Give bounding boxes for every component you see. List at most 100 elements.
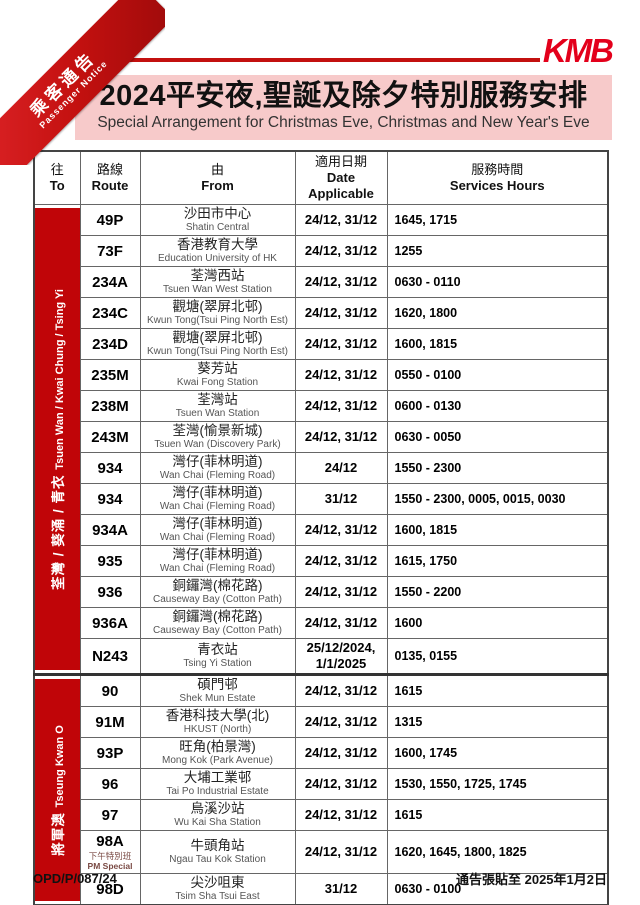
origin-en: Tsing Yi Station bbox=[183, 658, 252, 669]
service-hours-cell: 0630 - 0110 bbox=[386, 266, 609, 298]
col-hours-zh: 服務時間 bbox=[471, 162, 524, 177]
col-to-zh: 往 bbox=[50, 162, 64, 177]
origin-zh: 烏溪沙站 bbox=[190, 801, 245, 816]
origin-en: Wan Chai (Fleming Road) bbox=[159, 470, 276, 481]
origin-en: HKUST (North) bbox=[183, 724, 252, 735]
origin-zh: 旺角(柏景灣) bbox=[179, 739, 256, 754]
route-number: 935 bbox=[97, 552, 123, 570]
date-applicable-cell: 24/12, 31/12 bbox=[294, 514, 388, 546]
col-hours-en: Services Hours bbox=[449, 178, 545, 193]
service-hours-cell: 1615 bbox=[386, 673, 609, 707]
origin-zh: 香港科技大學(北) bbox=[165, 708, 270, 723]
table-row: 234A 荃灣西站 Tsuen Wan West Station 24/12, 31/… bbox=[34, 266, 609, 298]
date-applicable-cell: 24/12, 31/12 bbox=[294, 235, 388, 267]
table-row: 荃灣 / 葵涌 / 青衣 Tsuen Wan / Kwai Chung / Ts… bbox=[33, 204, 609, 675]
date-applicable-cell: 24/12, 31/12 bbox=[294, 421, 388, 453]
origin-cell: 大埔工業邨 Tai Po Industrial Estate bbox=[139, 768, 296, 800]
service-hours-cell: 1615, 1750 bbox=[386, 545, 609, 577]
date-applicable-cell: 31/12 bbox=[294, 483, 388, 515]
origin-zh: 銅鑼灣(棉花路) bbox=[172, 578, 263, 593]
header-rule bbox=[96, 58, 540, 62]
date-applicable-cell: 24/12, 31/12 bbox=[294, 545, 388, 577]
col-date-en: Date Applicable bbox=[308, 170, 374, 201]
district-label: 將軍澳 Tseung Kwan O bbox=[47, 725, 68, 856]
route-cell: N243 bbox=[79, 638, 141, 675]
service-hours-cell: 1255 bbox=[386, 235, 609, 267]
origin-zh: 荃灣西站 bbox=[190, 268, 245, 283]
route-number: 98D bbox=[96, 880, 124, 898]
origin-zh: 灣仔(菲林明道) bbox=[172, 516, 263, 531]
route-number: 936 bbox=[97, 583, 123, 601]
origin-en: Tai Po Industrial Estate bbox=[166, 786, 269, 797]
origin-cell: 碩門邨 Shek Mun Estate bbox=[139, 673, 296, 707]
district-section-1: 將軍澳 Tseung Kwan O 90 碩門邨 Shek Mun Estate 24/… bbox=[33, 673, 609, 905]
passenger-notice-ribbon: 乘客通告 Passenger Notice bbox=[0, 0, 165, 165]
service-hours-cell: 0600 - 0130 bbox=[386, 390, 609, 422]
route-cell: 90 bbox=[79, 673, 141, 707]
route-note-zh: 下午特別班 bbox=[88, 851, 132, 861]
route-number: 49P bbox=[96, 211, 124, 229]
route-number: 234A bbox=[92, 273, 128, 291]
corner-ribbon: 乘客通告 Passenger Notice bbox=[0, 0, 165, 165]
origin-cell: 灣仔(菲林明道) Wan Chai (Fleming Road) bbox=[139, 452, 296, 484]
date-applicable-cell: 24/12, 31/12 bbox=[294, 673, 388, 707]
origin-zh: 荃灣站 bbox=[197, 392, 238, 407]
service-hours-cell: 1600 bbox=[386, 607, 609, 639]
origin-en: Tsim Sha Tsui East bbox=[175, 891, 260, 902]
service-hours-cell: 0135, 0155 bbox=[386, 638, 609, 675]
origin-cell: 沙田市中心 Shatin Central bbox=[139, 204, 296, 236]
origin-en: Tsuen Wan (Discovery Park) bbox=[154, 439, 281, 450]
route-cell: 934A bbox=[79, 514, 141, 546]
route-number: 96 bbox=[101, 775, 119, 793]
route-number: 98A bbox=[96, 833, 124, 850]
route-cell: 49P bbox=[79, 204, 141, 236]
service-hours-cell: 1600, 1745 bbox=[386, 737, 609, 769]
date-applicable-cell: 24/12, 31/12 bbox=[294, 830, 388, 874]
table-row: 93P 旺角(柏景灣) Mong Kok (Park Avenue) 24/12, 3… bbox=[34, 737, 609, 769]
district-label-en: Tsuen Wan / Kwai Chung / Tsing Yi bbox=[53, 288, 66, 470]
origin-en: Causeway Bay (Cotton Path) bbox=[153, 594, 282, 605]
route-number: 234C bbox=[92, 304, 128, 322]
date-applicable-cell: 24/12, 31/12 bbox=[294, 297, 388, 329]
page-subtitle: Special Arrangement for Christmas Eve, C… bbox=[97, 114, 590, 131]
origin-en: Tsuen Wan West Station bbox=[163, 284, 272, 295]
col-route-zh: 路線 bbox=[96, 162, 123, 177]
origin-zh: 荃灣(愉景新城) bbox=[172, 423, 263, 438]
route-cell: 238M bbox=[79, 390, 141, 422]
route-number: N243 bbox=[92, 647, 128, 665]
origin-cell: 荃灣西站 Tsuen Wan West Station bbox=[139, 266, 296, 298]
route-cell: 234C bbox=[79, 297, 141, 329]
origin-zh: 灣仔(菲林明道) bbox=[172, 485, 263, 500]
origin-cell: 觀塘(翠屏北邨) Kwun Tong(Tsui Ping North Est) bbox=[139, 328, 296, 360]
route-cell: 91M bbox=[79, 706, 141, 738]
origin-zh: 銅鑼灣(棉花路) bbox=[172, 609, 263, 624]
col-header-hours: 服務時間 Services Hours bbox=[386, 150, 609, 205]
service-hours-cell: 0630 - 0050 bbox=[386, 421, 609, 453]
table-header: 往 To 路線 Route 由 From 適用日期 Date Applicabl… bbox=[33, 150, 609, 205]
origin-cell: 灣仔(菲林明道) Wan Chai (Fleming Road) bbox=[139, 545, 296, 577]
col-header-date: 適用日期 Date Applicable bbox=[294, 150, 388, 205]
origin-cell: 荃灣(愉景新城) Tsuen Wan (Discovery Park) bbox=[139, 421, 296, 453]
origin-en: Shatin Central bbox=[185, 222, 250, 233]
origin-en: Kwun Tong(Tsui Ping North Est) bbox=[147, 315, 288, 326]
route-cell: 934 bbox=[79, 483, 141, 515]
origin-cell: 荃灣站 Tsuen Wan Station bbox=[139, 390, 296, 422]
service-hours-cell: 0550 - 0100 bbox=[386, 359, 609, 391]
origin-cell: 灣仔(菲林明道) Wan Chai (Fleming Road) bbox=[139, 514, 296, 546]
reference-number: OPD/P/087/24 bbox=[33, 871, 117, 886]
col-header-route: 路線 Route bbox=[79, 150, 141, 205]
table-row: 934 灣仔(菲林明道) Wan Chai (Fleming Road) 24/12 1… bbox=[34, 452, 609, 484]
route-number: 93P bbox=[96, 744, 124, 762]
page-title: 2024平安夜,聖誕及除夕特別服務安排 bbox=[99, 80, 588, 112]
origin-en: Causeway Bay (Cotton Path) bbox=[153, 625, 282, 636]
table-row: 238M 荃灣站 Tsuen Wan Station 24/12, 31/12 0600… bbox=[34, 390, 609, 422]
route-number: 243M bbox=[91, 428, 129, 446]
service-hours-cell: 1645, 1715 bbox=[386, 204, 609, 236]
table-row: 將軍澳 Tseung Kwan O 90 碩門邨 Shek Mun Estate 24/… bbox=[33, 673, 609, 905]
origin-cell: 香港科技大學(北) HKUST (North) bbox=[139, 706, 296, 738]
table-row: N243 青衣站 Tsing Yi Station 25/12/2024, 1/1/2… bbox=[34, 638, 609, 675]
origin-en: Kwun Tong(Tsui Ping North Est) bbox=[147, 346, 288, 357]
district-band-fill: 荃灣 / 葵涌 / 青衣 Tsuen Wan / Kwai Chung / Ts… bbox=[35, 208, 80, 670]
header-row: 往 To 路線 Route 由 From 適用日期 Date Applicabl… bbox=[33, 150, 609, 205]
service-hours-cell: 1550 - 2300, 0005, 0015, 0030 bbox=[386, 483, 609, 515]
